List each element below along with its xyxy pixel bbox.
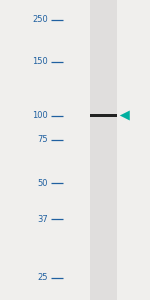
Text: 150: 150 [32, 57, 48, 66]
Bar [90, 114, 117, 117]
Text: 100: 100 [32, 111, 48, 120]
Text: 37: 37 [37, 214, 48, 224]
Text: 25: 25 [38, 273, 48, 282]
Text: 250: 250 [32, 15, 48, 24]
Bar [90, 0, 117, 300]
Text: 50: 50 [38, 178, 48, 188]
Text: 75: 75 [37, 135, 48, 144]
